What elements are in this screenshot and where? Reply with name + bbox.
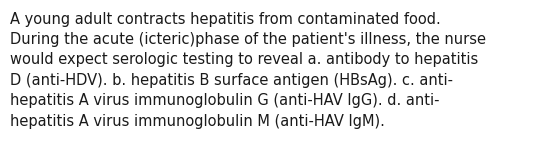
Text: A young adult contracts hepatitis from contaminated food.
During the acute (icte: A young adult contracts hepatitis from c… xyxy=(10,12,486,129)
